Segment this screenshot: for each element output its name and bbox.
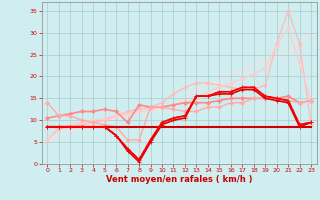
X-axis label: Vent moyen/en rafales ( km/h ): Vent moyen/en rafales ( km/h ) (106, 175, 252, 184)
